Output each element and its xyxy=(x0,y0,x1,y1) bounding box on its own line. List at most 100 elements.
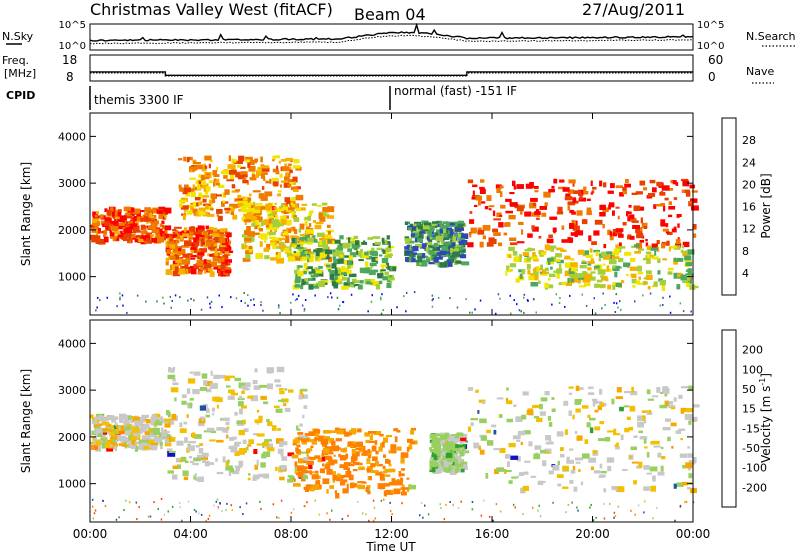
echo-cell xyxy=(152,429,160,435)
echo-cell xyxy=(90,224,99,231)
echo-cell xyxy=(106,445,114,452)
echo-cell xyxy=(118,413,127,420)
echo-cell xyxy=(652,517,654,520)
echo-cell xyxy=(499,214,503,217)
echo-cell xyxy=(219,237,226,244)
nave-label: Nave xyxy=(746,65,774,78)
echo-cell xyxy=(125,416,128,422)
echo-cell xyxy=(395,480,403,486)
echo-cell xyxy=(279,184,283,188)
echo-cell xyxy=(284,238,290,243)
echo-cell xyxy=(530,282,539,287)
echo-cell xyxy=(123,225,129,228)
echo-cell xyxy=(290,235,297,239)
echo-cell xyxy=(434,444,441,450)
echo-cell xyxy=(422,516,424,519)
echo-cell xyxy=(582,260,585,263)
echo-cell xyxy=(642,415,646,421)
echo-cell xyxy=(272,503,275,506)
echo-cell xyxy=(288,228,292,234)
echo-cell xyxy=(326,468,333,475)
echo-cell xyxy=(334,239,341,244)
echo-cell xyxy=(141,439,149,443)
echo-cell xyxy=(104,505,107,508)
echo-cell xyxy=(280,452,284,457)
echo-cell xyxy=(590,271,596,274)
echo-cell xyxy=(362,445,366,451)
echo-cell xyxy=(452,438,461,443)
echo-cell xyxy=(149,234,155,237)
echo-cell xyxy=(643,465,650,470)
echo-cell xyxy=(118,431,125,435)
echo-cell xyxy=(234,465,242,468)
echo-cell xyxy=(337,473,341,478)
echo-cell xyxy=(290,186,298,191)
echo-cell xyxy=(449,297,451,300)
echo-cell xyxy=(372,456,378,462)
echo-cell xyxy=(213,504,215,507)
echo-cell xyxy=(688,473,693,479)
echo-cell xyxy=(407,240,415,244)
echo-cell xyxy=(422,259,430,262)
echo-cell xyxy=(298,228,302,233)
echo-cell xyxy=(521,414,527,420)
echo-cell xyxy=(516,303,518,306)
echo-cell xyxy=(294,284,301,288)
echo-cell xyxy=(267,421,273,427)
echo-cell xyxy=(381,441,385,448)
nsearch-label: N.Search xyxy=(746,30,796,43)
echo-cell xyxy=(548,284,554,289)
echo-cell xyxy=(187,500,190,503)
echo-cell xyxy=(247,444,252,447)
echo-cell xyxy=(408,256,412,262)
echo-cell xyxy=(351,451,360,457)
echo-cell xyxy=(552,501,554,504)
echo-cell xyxy=(217,249,222,251)
echo-cell xyxy=(638,227,643,234)
echo-cell xyxy=(138,506,140,509)
echo-cell xyxy=(351,448,356,455)
echo-cell xyxy=(429,252,437,255)
echo-cell xyxy=(280,249,284,252)
echo-cell xyxy=(292,508,295,511)
freq-panel-frame xyxy=(89,54,694,82)
echo-cell xyxy=(685,408,694,413)
echo-cell xyxy=(570,232,576,236)
echo-cell xyxy=(276,366,285,373)
echo-cell xyxy=(122,304,124,307)
echo-cell xyxy=(179,202,183,208)
echo-cell xyxy=(645,238,648,242)
echo-cell xyxy=(446,251,454,254)
echo-cell xyxy=(417,224,423,230)
echo-cell xyxy=(247,304,249,307)
echo-cell xyxy=(436,257,443,260)
echo-cell xyxy=(239,450,246,455)
echo-cell xyxy=(628,426,634,431)
echo-cell xyxy=(209,261,217,268)
echo-cell xyxy=(538,235,542,239)
echo-cell xyxy=(611,486,617,491)
echo-cell xyxy=(622,469,628,472)
echo-cell xyxy=(148,433,157,436)
echo-cell xyxy=(587,261,595,264)
echo-cell xyxy=(252,214,261,219)
echo-cell xyxy=(449,237,455,240)
echo-cell xyxy=(533,298,535,301)
echo-cell xyxy=(183,187,191,193)
echo-cell xyxy=(293,478,296,482)
echo-cell xyxy=(431,305,434,308)
echo-cell xyxy=(194,165,198,171)
echo-cell xyxy=(467,426,472,432)
echo-cell xyxy=(572,225,580,231)
echo-cell xyxy=(330,459,338,464)
echo-cell xyxy=(548,234,553,239)
echo-cell xyxy=(332,255,337,260)
echo-cell xyxy=(136,294,139,297)
echo-cell xyxy=(384,239,388,245)
echo-cell xyxy=(198,192,203,197)
echo-cell xyxy=(620,308,622,311)
echo-cell xyxy=(405,310,407,313)
echo-cell xyxy=(610,183,615,189)
echo-cell xyxy=(609,502,611,505)
echo-cell xyxy=(439,221,443,227)
